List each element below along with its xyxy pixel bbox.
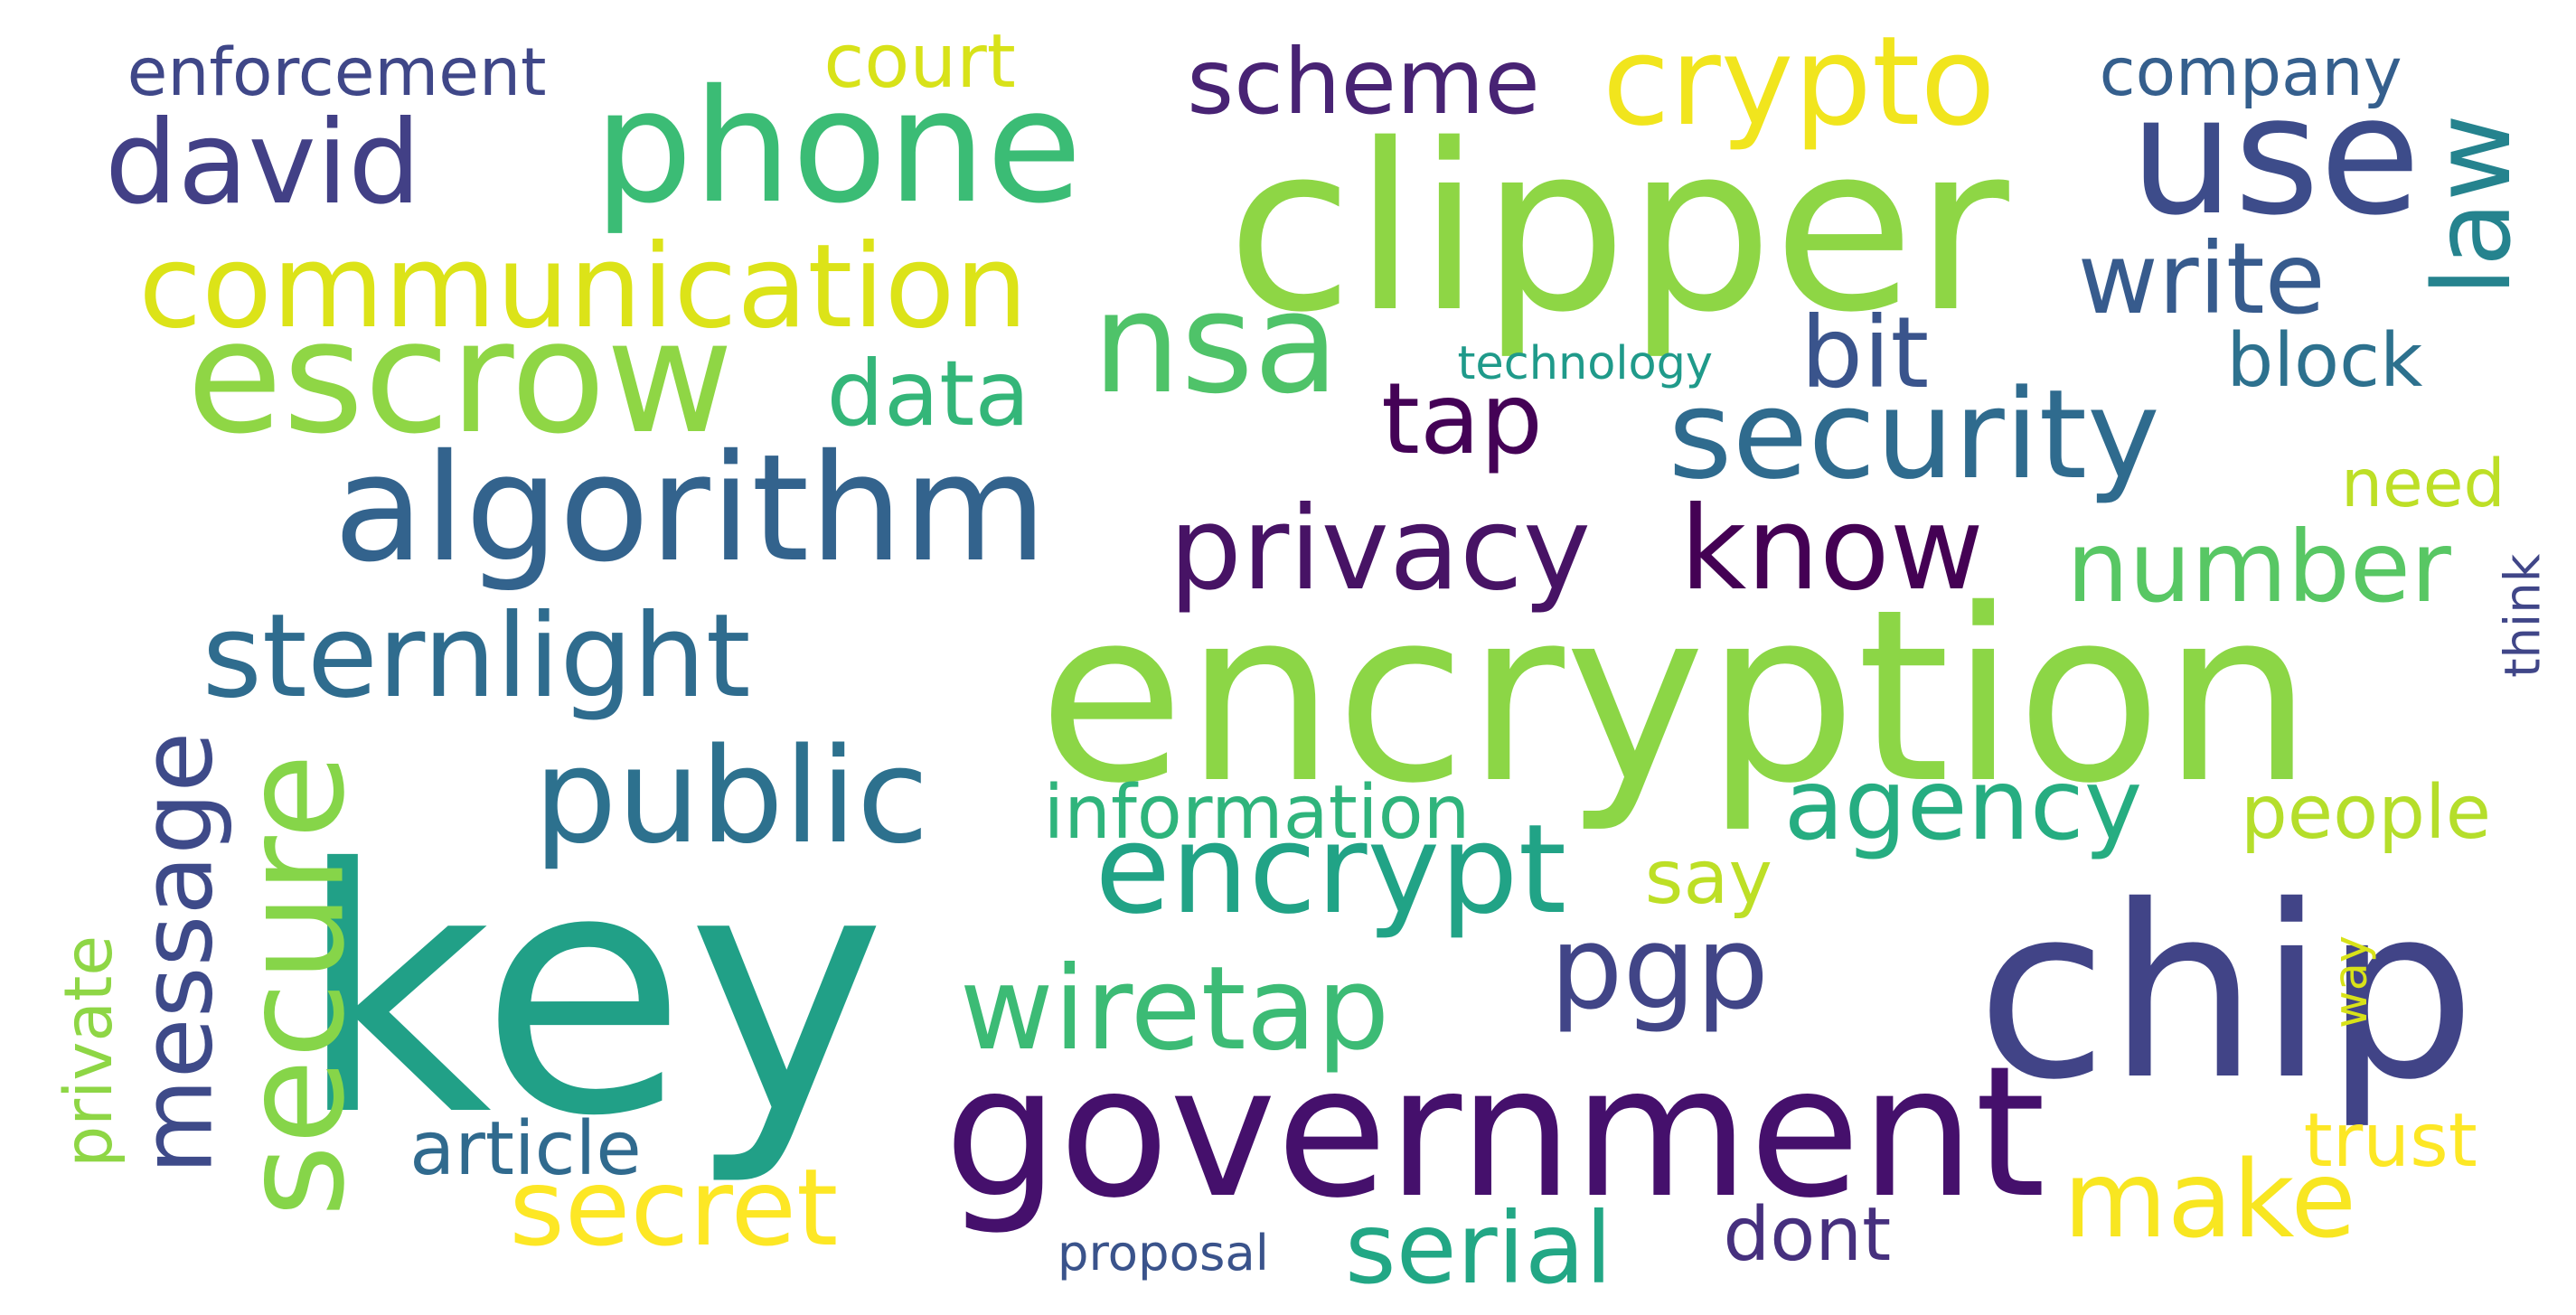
cloud-word-proposal: proposal [1057,1224,1269,1282]
cloud-word-tap: tap [1381,361,1543,476]
cloud-word-know: know [1679,483,1984,617]
cloud-word-encryption: encryption [1038,559,2313,837]
cloud-word-think: think [2492,553,2551,678]
cloud-word-communication: communication [138,220,1029,354]
cloud-word-court: court [823,19,1016,106]
cloud-word-company: company [2099,35,2402,112]
cloud-word-wiretap: wiretap [959,943,1390,1077]
cloud-word-number: number [2066,509,2451,625]
cloud-word-article: article [409,1106,642,1193]
cloud-word-message: message [119,731,235,1175]
cloud-word-agency: agency [1783,747,2143,863]
cloud-word-law: law [2410,114,2535,297]
cloud-word-trust: trust [2303,1098,2477,1185]
cloud-word-pgp: pgp [1549,901,1770,1036]
cloud-word-algorithm: algorithm [333,422,1048,596]
cloud-word-nsa: nsa [1092,263,1340,426]
cloud-word-crypto: crypto [1602,9,1996,154]
cloud-word-say: say [1644,835,1772,922]
cloud-word-escrow: escrow [186,286,734,468]
cloud-word-serial: serial [1344,1190,1612,1306]
cloud-word-sternlight: sternlight [202,589,751,724]
cloud-word-data: data [826,341,1030,447]
cloud-word-information: information [1043,769,1471,856]
cloud-word-chip: chip [1976,854,2477,1132]
cloud-word-private: private [52,935,128,1168]
cloud-word-government: government [944,1028,2046,1239]
cloud-word-david: david [104,97,421,231]
cloud-word-scheme: scheme [1187,28,1540,135]
cloud-word-technology: technology [1457,337,1713,390]
cloud-word-clipper: clipper [1227,96,2009,364]
cloud-word-write: write [2077,221,2326,337]
cloud-word-dont: dont [1723,1191,1892,1278]
cloud-word-need: need [2340,446,2505,522]
cloud-word-phone: phone [593,56,1083,239]
cloud-word-encrypt: encrypt [1095,798,1567,943]
cloud-word-secure: secure [213,753,376,1218]
cloud-word-way: way [2325,935,2379,1029]
cloud-word-secret: secret [509,1144,839,1270]
cloud-word-use: use [2129,59,2421,251]
cloud-word-people: people [2240,769,2492,856]
cloud-word-public: public [533,720,929,874]
cloud-word-security: security [1668,362,2160,507]
cloud-word-block: block [2226,317,2423,404]
cloud-word-make: make [2063,1136,2356,1262]
cloud-word-bit: bit [1800,296,1930,411]
cloud-word-key: key [296,797,887,1190]
cloud-word-privacy: privacy [1169,483,1592,617]
cloud-word-enforcement: enforcement [127,35,547,112]
